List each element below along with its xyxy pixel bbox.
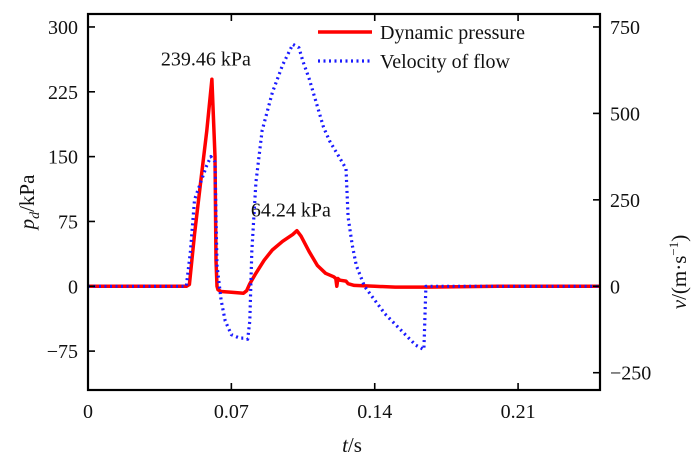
plot-frame	[86, 12, 602, 392]
right-y-tick-label: 250	[610, 190, 640, 212]
plot-lines	[88, 42, 600, 352]
tick-labels: 0 0.07 0.14 0.21 −75 0 75 150 225 300 −250 0 250 500 7…	[47, 17, 652, 423]
left-y-tick-label: 300	[48, 17, 78, 39]
left-y-tick-label: −75	[47, 341, 78, 363]
left-y-tick-label: 75	[58, 211, 78, 233]
axis-ticks	[87, 14, 600, 390]
right-axis-title: v/(m·s−1)	[666, 235, 691, 310]
legend-label-dynamic-pressure: Dynamic pressure	[380, 22, 525, 44]
left-axis-title: pd/kPa	[15, 174, 43, 232]
peak-annotation: 239.46 kPa	[161, 48, 251, 70]
right-y-tick-label: 750	[610, 17, 640, 39]
x-tick-label: 0	[83, 401, 93, 423]
annotations: 239.46 kPa 64.24 kPa	[161, 48, 331, 221]
series-line-dynamic-pressure	[88, 77, 600, 295]
left-y-tick-label: 150	[48, 147, 78, 169]
right-y-tick-label: 0	[610, 276, 620, 298]
peak-annotation: 64.24 kPa	[251, 200, 331, 222]
right-y-tick-label: 500	[610, 103, 640, 125]
legend-label-velocity-of-flow: Velocity of flow	[380, 51, 511, 73]
left-y-tick-label: 225	[48, 82, 78, 104]
x-tick-label: 0.14	[357, 401, 392, 423]
x-tick-label: 0.07	[214, 401, 249, 423]
legend: Dynamic pressure Velocity of flow	[318, 22, 525, 73]
right-y-tick-label: −250	[610, 363, 651, 385]
left-y-tick-label: 0	[68, 276, 78, 298]
x-tick-label: 0.21	[501, 401, 536, 423]
x-axis-title: t/s	[342, 433, 362, 457]
series-line-velocity-of-flow	[88, 42, 600, 352]
